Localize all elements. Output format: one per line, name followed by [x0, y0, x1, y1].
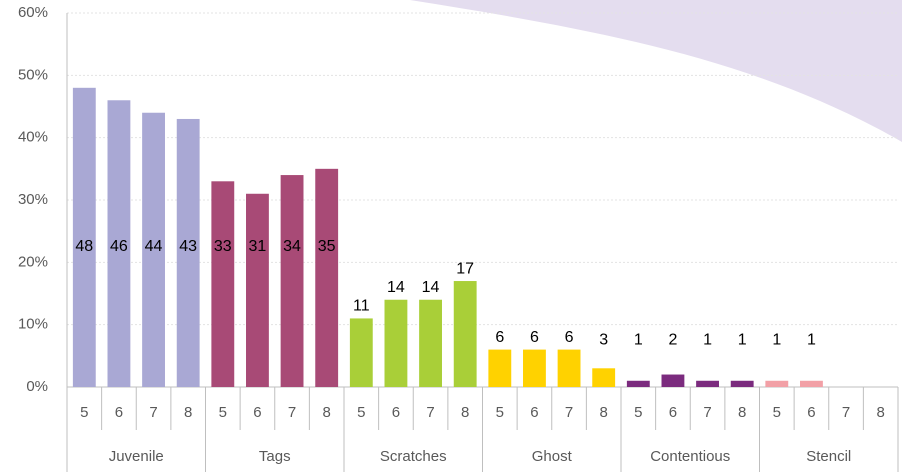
data-label: 2 — [668, 331, 677, 348]
data-label: 34 — [283, 238, 301, 255]
data-label: 6 — [495, 329, 504, 346]
y-tick-label: 10% — [18, 316, 48, 333]
data-label: 46 — [110, 238, 128, 255]
bar — [592, 368, 616, 387]
bar — [419, 299, 442, 387]
data-label: 1 — [703, 331, 712, 348]
x-tick-label: 6 — [530, 404, 538, 421]
x-tick-label: 7 — [565, 404, 573, 421]
group-label: Ghost — [532, 448, 573, 465]
bar — [72, 87, 96, 388]
data-label: 48 — [75, 238, 93, 255]
x-tick-label: 6 — [253, 404, 261, 421]
data-label: 17 — [456, 260, 474, 277]
x-tick-label: 5 — [634, 404, 642, 421]
data-label: 11 — [353, 298, 370, 315]
data-label: 1 — [772, 331, 781, 348]
x-tick-label: 7 — [703, 404, 711, 421]
data-label: 1 — [738, 331, 747, 348]
data-label: 14 — [387, 279, 405, 296]
bar — [626, 380, 650, 387]
group-label: Stencil — [806, 448, 851, 465]
data-label: 3 — [599, 331, 608, 348]
x-tick-label: 8 — [738, 404, 746, 421]
x-tick-label: 7 — [149, 404, 157, 421]
x-tick-label: 7 — [288, 404, 296, 421]
data-label: 14 — [422, 279, 440, 296]
x-tick-label: 8 — [461, 404, 469, 421]
data-label: 1 — [634, 331, 643, 348]
bar — [107, 100, 131, 388]
data-label: 33 — [214, 238, 232, 255]
x-tick-label: 6 — [115, 404, 123, 421]
data-label: 6 — [530, 329, 539, 346]
group-label: Tags — [259, 448, 291, 465]
data-label: 31 — [249, 238, 267, 255]
y-tick-label: 40% — [18, 129, 48, 146]
bar — [696, 380, 719, 387]
data-label: 6 — [565, 329, 574, 346]
bar — [280, 175, 304, 387]
x-tick-label: 5 — [219, 404, 227, 421]
x-tick-label: 5 — [357, 404, 365, 421]
bar — [488, 349, 512, 387]
x-tick-label: 7 — [426, 404, 434, 421]
bar — [523, 349, 546, 387]
x-tick-label: 8 — [600, 404, 608, 421]
group-label: Contentious — [650, 448, 730, 465]
x-tick-label: 8 — [323, 404, 331, 421]
bar — [453, 281, 477, 387]
background-swoosh — [410, 0, 902, 142]
bar — [765, 380, 789, 387]
x-tick-label: 5 — [773, 404, 781, 421]
bar — [211, 181, 235, 387]
y-tick-label: 50% — [18, 66, 48, 83]
bar — [246, 193, 269, 387]
bar — [661, 374, 685, 387]
y-tick-label: 0% — [26, 378, 48, 395]
data-label: 1 — [807, 331, 816, 348]
data-label: 35 — [318, 238, 336, 255]
bar — [730, 380, 754, 387]
x-tick-label: 6 — [807, 404, 815, 421]
group-label: Juvenile — [109, 448, 164, 465]
bar — [800, 380, 823, 387]
data-label: 44 — [145, 238, 163, 255]
x-tick-label: 8 — [877, 404, 885, 421]
bar — [384, 299, 408, 387]
x-tick-label: 6 — [669, 404, 677, 421]
bar — [349, 318, 373, 387]
x-tick-label: 5 — [496, 404, 504, 421]
group-label: Scratches — [380, 448, 447, 465]
y-tick-label: 30% — [18, 191, 48, 208]
bar — [142, 112, 165, 387]
data-label: 43 — [179, 238, 197, 255]
y-tick-label: 20% — [18, 253, 48, 270]
x-tick-label: 5 — [80, 404, 88, 421]
bar — [315, 168, 339, 387]
x-tick-label: 8 — [184, 404, 192, 421]
bar — [557, 349, 581, 387]
y-tick-label: 60% — [18, 4, 48, 21]
bar — [176, 118, 200, 387]
x-tick-label: 7 — [842, 404, 850, 421]
x-tick-label: 6 — [392, 404, 400, 421]
